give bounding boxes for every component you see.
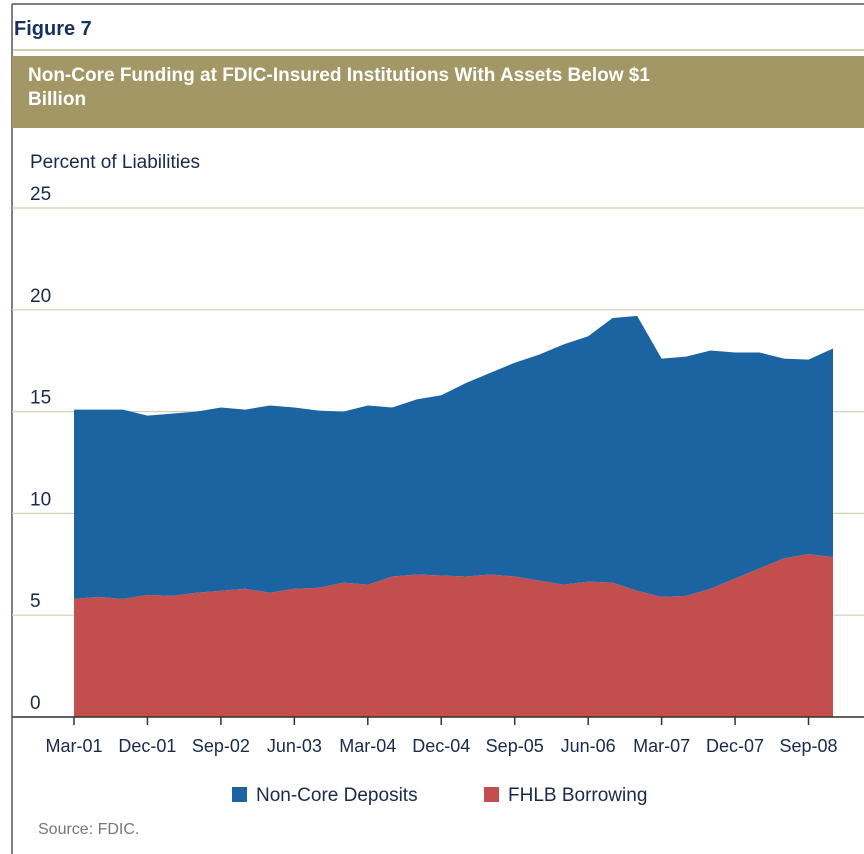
chart-title: Non-Core Funding at FDIC-Insured Institu…	[28, 65, 650, 110]
y-tick-label: 5	[30, 591, 41, 612]
x-tick-label: Sep-08	[779, 736, 837, 756]
area	[74, 554, 833, 717]
x-tick-label: Mar-07	[633, 736, 690, 756]
y-tick-label: 10	[30, 489, 51, 510]
legend-swatch	[232, 787, 247, 802]
legend-swatch	[484, 787, 499, 802]
x-tick-label: Mar-01	[45, 736, 102, 756]
x-tick-label: Dec-07	[706, 736, 764, 756]
legend-label: Non-Core Deposits	[256, 785, 418, 806]
y-tick-label: 25	[30, 184, 51, 205]
x-tick-label: Jun-06	[561, 736, 616, 756]
x-tick-label: Sep-02	[192, 736, 250, 756]
x-tick-label: Dec-04	[412, 736, 470, 756]
y-axis-label: Percent of Liabilities	[30, 152, 200, 173]
y-tick-label: 0	[30, 693, 41, 714]
title-band: Non-Core Funding at FDIC-Insured Institu…	[12, 56, 864, 128]
source: Source: FDIC.	[38, 821, 139, 838]
figure-label: Figure 7	[14, 18, 92, 40]
x-tick-label: Mar-04	[339, 736, 396, 756]
x-tick-label: Sep-05	[486, 736, 544, 756]
area	[74, 315, 833, 599]
y-tick-label: 20	[30, 286, 51, 307]
legend-label: FHLB Borrowing	[508, 785, 647, 806]
x-tick-label: Dec-01	[118, 736, 176, 756]
y-tick-label: 15	[30, 388, 51, 409]
x-tick-label: Jun-03	[267, 736, 322, 756]
